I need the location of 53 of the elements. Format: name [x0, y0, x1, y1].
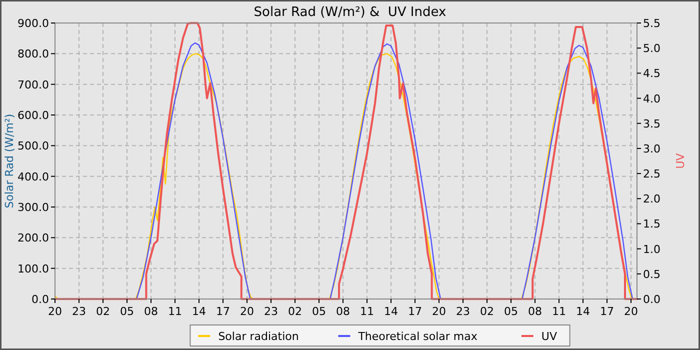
y-axis-title: Solar Rad (W/m²) [3, 114, 16, 208]
y-tick-label: 700.0 [18, 78, 49, 92]
y2-tick-label: 4.0 [643, 92, 660, 106]
x-tick-label: 20 [48, 305, 62, 318]
y2-tick-label: 3.5 [643, 117, 660, 130]
y-tick-label: 300.0 [18, 201, 49, 214]
legend-label: Solar radiation [218, 330, 299, 343]
x-tick-label: 05 [504, 305, 518, 318]
x-tick-label: 08 [528, 305, 542, 318]
x-tick-label: 20 [432, 305, 446, 318]
x-tick-label: 14 [384, 305, 398, 318]
x-tick-label: 17 [600, 305, 614, 318]
y-tick-label: 400.0 [18, 170, 49, 184]
y2-tick-label: 2.5 [643, 168, 660, 181]
x-tick-label: 23 [72, 305, 86, 318]
y2-tick-label: 4.5 [643, 67, 660, 80]
x-tick-label: 02 [480, 305, 494, 318]
x-tick-label: 05 [312, 305, 326, 318]
x-tick-label: 08 [336, 305, 350, 318]
y2-tick-label: 5.5 [643, 17, 660, 30]
y2-tick-label: 1.5 [643, 218, 660, 231]
y-tick-label: 100.0 [18, 262, 49, 276]
y2-tick-label: 2.0 [643, 192, 660, 206]
y2-tick-label: 1.0 [643, 242, 660, 256]
x-tick-label: 20 [624, 305, 638, 318]
y2-tick-label: 3.0 [643, 142, 660, 156]
y2-tick-label: 0.0 [643, 293, 660, 306]
y-tick-label: 600.0 [18, 109, 49, 122]
y2-tick-label: 5.0 [643, 42, 660, 56]
legend-label: Theoretical solar max [357, 330, 478, 343]
x-tick-label: 11 [360, 305, 374, 318]
x-tick-label: 23 [456, 305, 470, 318]
x-tick-label: 11 [168, 305, 182, 318]
legend-label: UV [541, 330, 558, 343]
y-tick-label: 200.0 [18, 232, 49, 245]
x-tick-label: 08 [144, 305, 158, 318]
x-tick-label: 23 [264, 305, 278, 318]
x-tick-label: 14 [576, 305, 590, 318]
y2-axis-title: UV [674, 152, 687, 169]
x-tick-label: 17 [216, 305, 230, 318]
y-tick-label: 500.0 [18, 140, 49, 153]
x-tick-label: 02 [288, 305, 302, 318]
x-tick-label: 11 [552, 305, 566, 318]
x-tick-label: 14 [192, 305, 206, 318]
x-tick-label: 20 [240, 305, 254, 318]
y2-tick-label: 0.5 [643, 268, 660, 281]
chart-title: Solar Rad (W/m²) & UV Index [254, 5, 447, 20]
y-tick-label: 900.0 [18, 17, 49, 30]
y-tick-label: 0.0 [32, 293, 49, 306]
x-tick-label: 05 [120, 305, 134, 318]
y-tick-label: 800.0 [18, 48, 49, 61]
x-tick-label: 17 [408, 305, 422, 318]
x-tick-label: 02 [96, 305, 110, 318]
